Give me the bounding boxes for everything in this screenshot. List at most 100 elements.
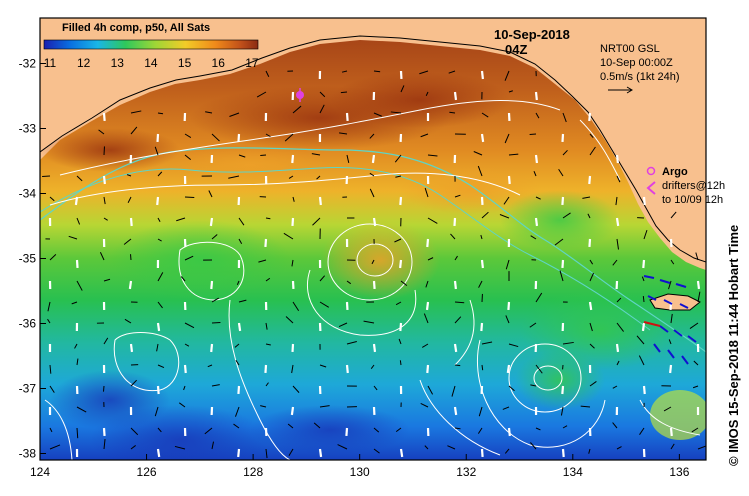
date-label: 10-Sep-2018 [494, 27, 570, 42]
current-vector [589, 322, 593, 332]
current-vector [693, 360, 699, 366]
current-vector [49, 364, 52, 374]
current-vector [229, 112, 240, 117]
current-vector [420, 402, 429, 408]
current-vector [338, 322, 348, 328]
current-vector [453, 343, 458, 353]
current-vector [371, 259, 375, 265]
current-vector [454, 194, 461, 198]
current-vector [260, 405, 267, 408]
current-vector [481, 211, 489, 219]
current-vector [480, 70, 485, 80]
current-vector [692, 385, 699, 389]
current-vector [183, 364, 187, 374]
current-vector [643, 229, 648, 240]
current-vector [345, 364, 349, 374]
current-vector [642, 196, 646, 206]
current-vector [126, 174, 132, 177]
current-vector [288, 448, 294, 457]
current-vector [208, 190, 213, 198]
sst-legend: Filled 4h comp, p50, All Sats 11 12 13 14 15… [43, 22, 259, 70]
current-vector [507, 175, 511, 185]
current-vector [399, 196, 403, 206]
current-vector [363, 320, 375, 324]
shelf-contour-2 [40, 167, 651, 331]
drifter-tracks [643, 275, 697, 365]
current-vector [670, 313, 673, 324]
current-vector [454, 427, 461, 430]
current-vector [641, 276, 645, 282]
current-vector [154, 406, 159, 417]
current-vector [370, 364, 375, 369]
legend-tick-label: 14 [144, 56, 158, 70]
current-vector [285, 316, 294, 324]
current-vector [451, 385, 456, 397]
current-vector [76, 175, 83, 182]
current-vector [211, 297, 219, 303]
current-vector [425, 301, 430, 311]
current-vector [427, 257, 434, 261]
current-vector [454, 255, 458, 261]
current-vector [642, 296, 645, 303]
current-vector [234, 343, 240, 348]
current-vector [424, 187, 429, 198]
x-tick-label: 132 [456, 465, 476, 479]
current-vector [668, 280, 672, 290]
current-vector [399, 448, 404, 458]
argo-float [296, 88, 304, 102]
current-vector [695, 252, 699, 261]
currents-scale: 0.5m/s (1kt 24h) [600, 71, 679, 83]
current-vector [76, 427, 79, 439]
y-tick-label: -36 [19, 317, 37, 331]
current-vector [129, 217, 133, 227]
current-vector [616, 446, 622, 450]
current-vector [103, 217, 108, 221]
current-vector [157, 301, 163, 309]
current-vector [205, 111, 213, 114]
current-vector [561, 196, 565, 206]
current-vector [508, 90, 513, 93]
current-vector [615, 196, 618, 206]
legend-tick-label: 15 [178, 56, 192, 70]
current-vector [559, 270, 564, 282]
current-vector [369, 133, 375, 139]
current-vector [534, 91, 538, 101]
current-vector [394, 238, 402, 243]
current-vector [670, 211, 677, 219]
current-vector [236, 280, 240, 286]
current-vector [75, 259, 79, 269]
current-vector [589, 259, 594, 265]
current-vector [395, 175, 402, 178]
current-vector [211, 441, 215, 450]
current-vector [204, 427, 213, 435]
current-vector [588, 175, 592, 185]
current-vector [68, 235, 78, 240]
current-vector [615, 343, 620, 353]
current-vector [291, 259, 294, 267]
current-vector [210, 343, 214, 353]
current-vector [533, 170, 537, 177]
current-vector [580, 405, 591, 408]
current-vector [284, 133, 294, 142]
current-vector [228, 175, 240, 179]
current-vector [390, 111, 402, 114]
current-vector [47, 301, 51, 312]
current-vector [612, 259, 618, 266]
current-vector [477, 427, 483, 434]
current-vector [291, 364, 294, 374]
current-vector [71, 301, 78, 305]
scale-arrow [608, 86, 633, 94]
current-vector [130, 427, 139, 436]
current-vector [156, 343, 159, 352]
currents-time: 10-Sep 00:00Z [600, 57, 673, 69]
current-vector [420, 133, 429, 138]
current-vector [505, 259, 510, 270]
plot-frame [39, 17, 707, 461]
current-vector [318, 196, 322, 206]
current-vector [453, 91, 458, 101]
current-vector [372, 217, 377, 227]
legend-tick-label: 16 [212, 56, 226, 70]
x-axis: 124 126 128 130 132 134 136 [30, 454, 690, 479]
current-vector [481, 112, 489, 118]
current-vector [670, 443, 675, 450]
